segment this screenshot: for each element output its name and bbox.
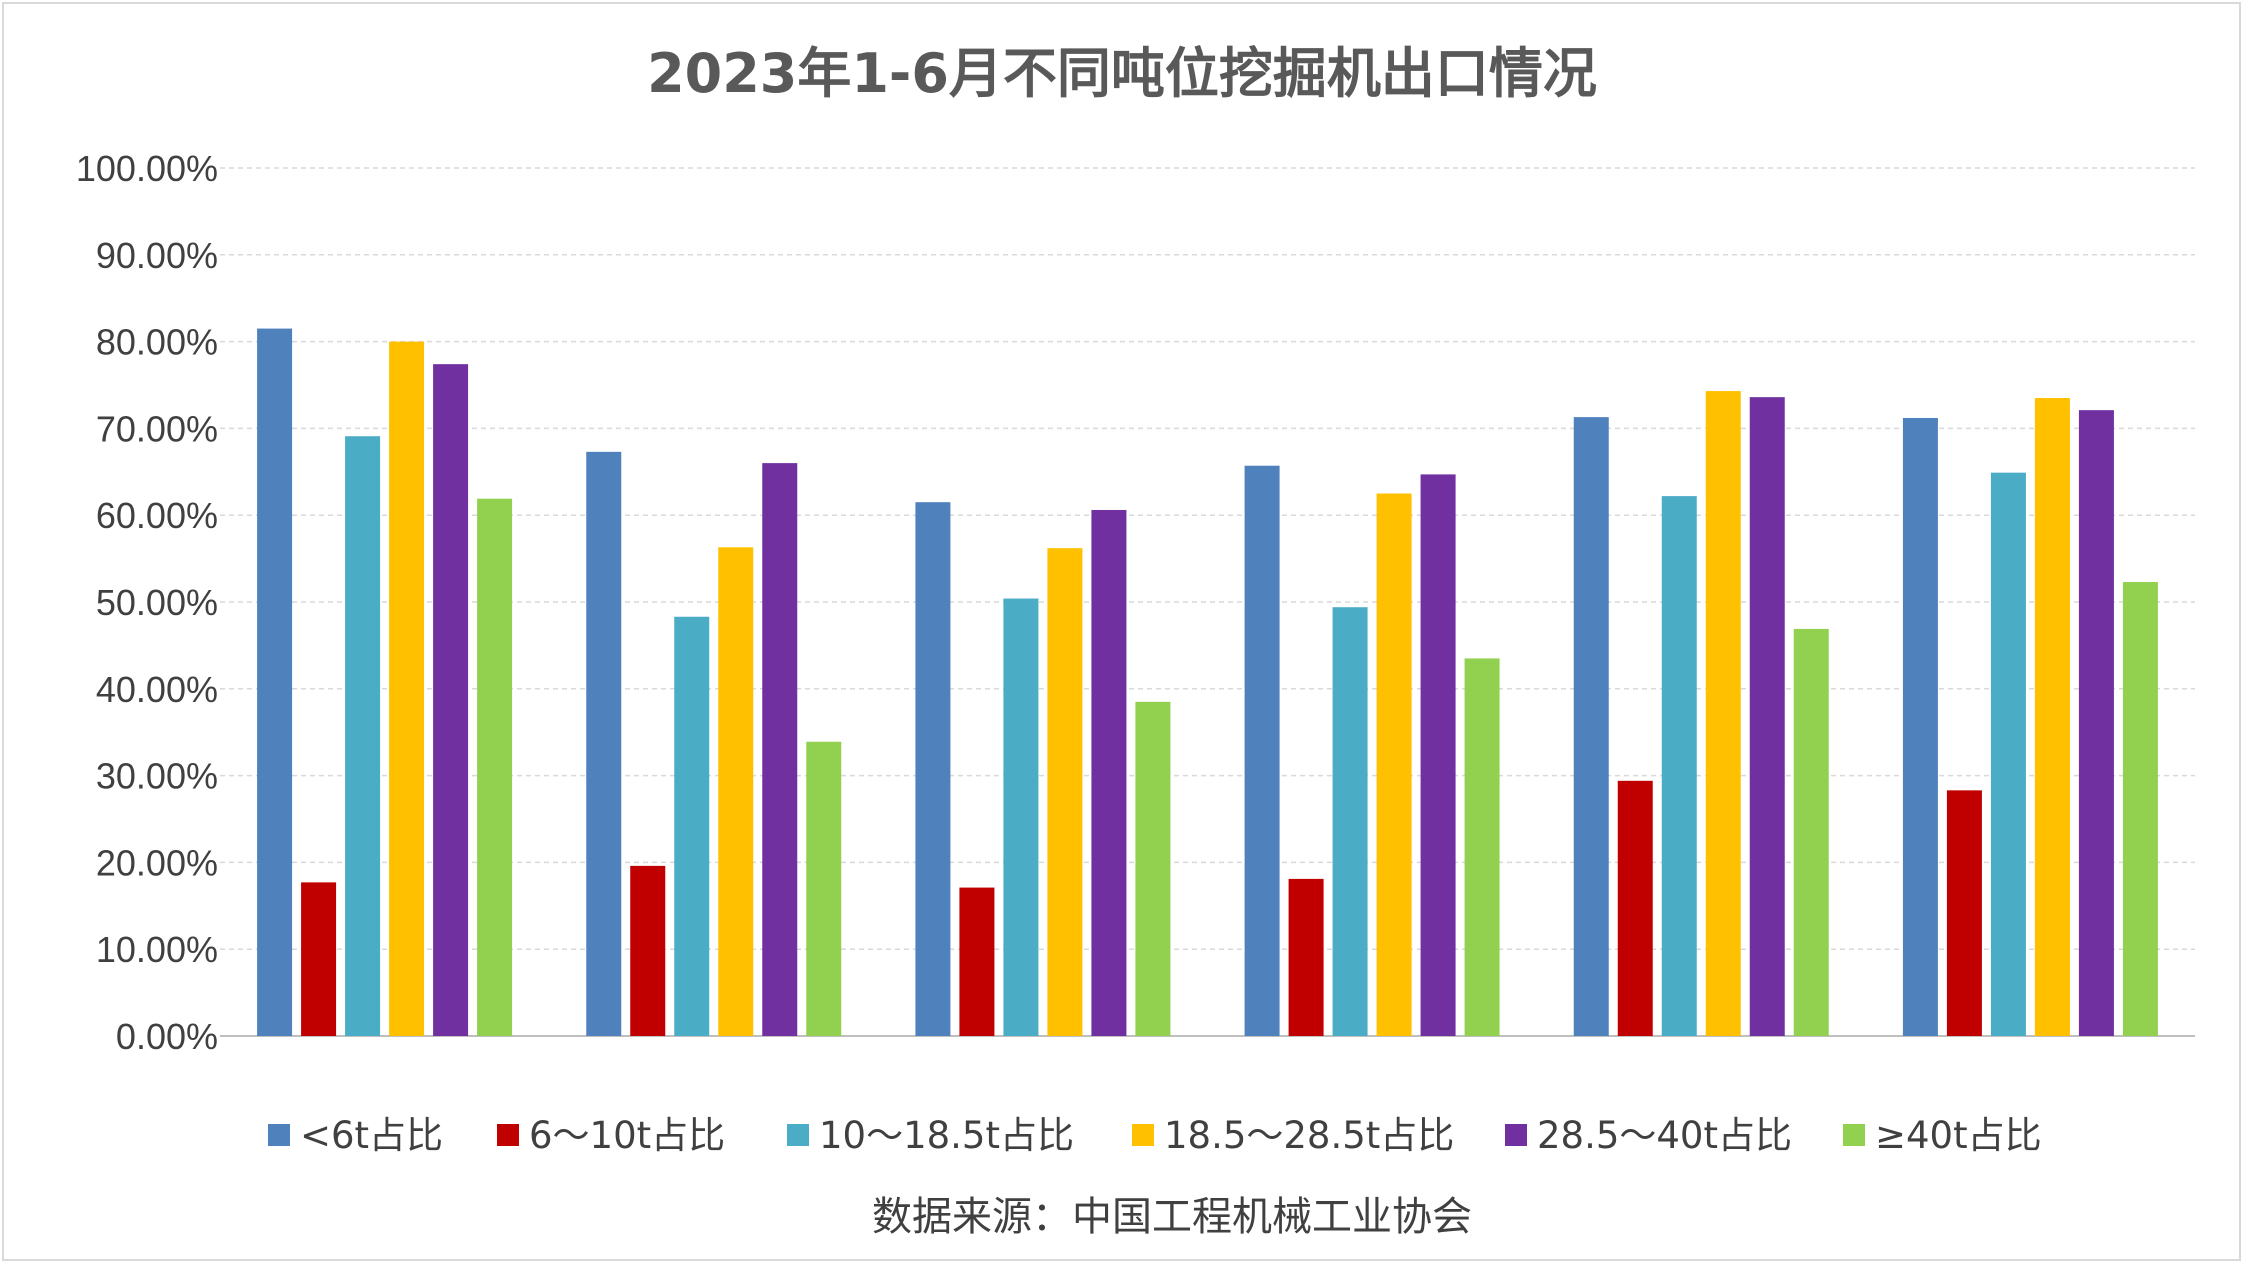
legend-label: 28.5～40t占比 <box>1537 1114 1792 1157</box>
bar <box>301 882 337 1036</box>
y-tick-label: 50.00% <box>96 582 218 623</box>
bar <box>1464 658 1500 1036</box>
y-tick-label: 40.00% <box>96 669 218 710</box>
bar <box>1420 474 1456 1036</box>
bar <box>915 502 951 1036</box>
bar <box>1990 472 2026 1037</box>
bar <box>1244 465 1280 1036</box>
bar <box>630 865 666 1036</box>
legend-swatch <box>787 1124 809 1146</box>
bar <box>1003 598 1039 1036</box>
legend-swatch <box>1132 1124 1154 1146</box>
bar <box>718 547 754 1036</box>
bar <box>1332 607 1368 1036</box>
legend-label: <6t占比 <box>300 1114 443 1157</box>
bar <box>762 463 798 1036</box>
bar <box>674 616 710 1036</box>
y-tick-label: 90.00% <box>96 235 218 276</box>
y-axis-ticks: 0.00% 10.00% 20.00% 30.00% 40.00% 50.00% 60.00… <box>76 148 218 1057</box>
y-tick-label: 10.00% <box>96 929 218 970</box>
bar <box>2078 410 2114 1036</box>
bar <box>1902 417 1938 1036</box>
bar <box>1749 397 1785 1037</box>
y-tick-label: 80.00% <box>96 322 218 363</box>
bar <box>2034 398 2070 1036</box>
legend-swatch <box>268 1124 290 1146</box>
gridlines <box>220 167 2195 1037</box>
bar <box>1047 548 1083 1036</box>
legend-label: 10～18.5t占比 <box>819 1114 1074 1157</box>
bar <box>1705 391 1741 1036</box>
bars <box>257 328 2158 1037</box>
legend: <6t占比 6～10t占比 10～18.5t占比 18.5～28.5t占比 28.5～4… <box>268 1114 2042 1157</box>
bar <box>389 341 425 1037</box>
y-tick-label: 100.00% <box>76 148 218 189</box>
chart-title: 2023年1-6月不同吨位挖掘机出口情况 <box>647 42 1597 105</box>
legend-label: 6～10t占比 <box>529 1114 725 1157</box>
bar <box>477 498 513 1036</box>
legend-label: ≥40t占比 <box>1875 1114 2042 1157</box>
bar <box>1573 417 1609 1037</box>
y-tick-label: 20.00% <box>96 842 218 883</box>
bar <box>1661 496 1697 1036</box>
bar <box>433 364 469 1037</box>
y-tick-label: 0.00% <box>116 1016 218 1057</box>
legend-swatch <box>497 1124 519 1146</box>
bar <box>806 741 842 1036</box>
bar <box>257 328 293 1037</box>
bar <box>1617 780 1653 1036</box>
source-note: 数据来源：中国工程机械工业协会 <box>872 1194 1472 1240</box>
bar <box>1091 509 1127 1036</box>
bar <box>1376 493 1412 1036</box>
bar <box>1288 878 1324 1036</box>
bar <box>1135 701 1171 1036</box>
y-tick-label: 60.00% <box>96 495 218 536</box>
bar <box>586 451 622 1036</box>
legend-swatch <box>1843 1124 1865 1146</box>
bar <box>1793 628 1829 1036</box>
y-tick-label: 30.00% <box>96 756 218 797</box>
legend-label: 18.5～28.5t占比 <box>1164 1114 1454 1157</box>
bar <box>2122 582 2158 1036</box>
bar <box>1946 790 1982 1036</box>
y-tick-label: 70.00% <box>96 408 218 449</box>
legend-swatch <box>1505 1124 1527 1146</box>
bar <box>345 436 381 1036</box>
bar <box>959 887 995 1036</box>
